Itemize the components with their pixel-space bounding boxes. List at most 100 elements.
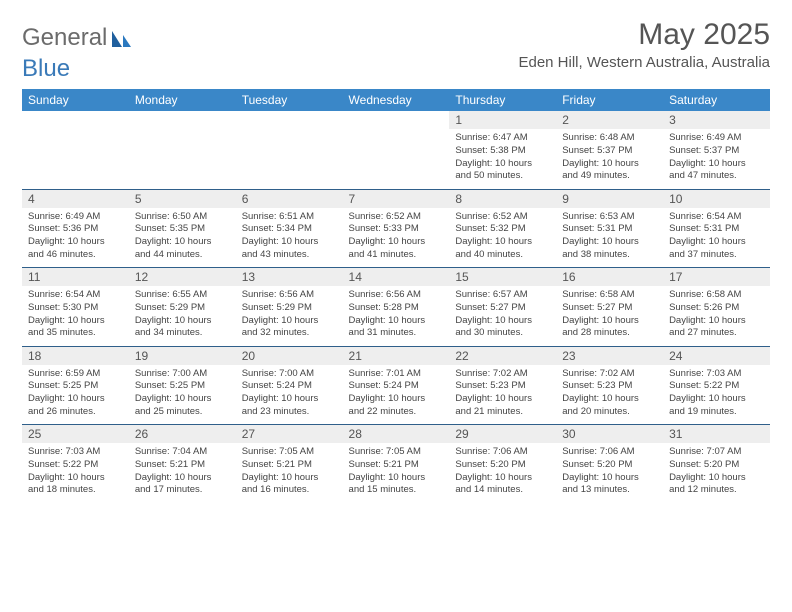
day-cell: Sunrise: 7:03 AMSunset: 5:22 PMDaylight:… bbox=[22, 443, 129, 503]
calendar-page: General May 2025 Eden Hill, Western Aust… bbox=[0, 0, 792, 513]
day-cell: Sunrise: 7:07 AMSunset: 5:20 PMDaylight:… bbox=[663, 443, 770, 503]
sunset-line: Sunset: 5:25 PM bbox=[28, 380, 123, 393]
day-number: 3 bbox=[663, 111, 770, 129]
sunset-line: Sunset: 5:29 PM bbox=[242, 302, 337, 315]
sunrise-line: Sunrise: 7:04 AM bbox=[135, 446, 230, 459]
day-cell: Sunrise: 6:58 AMSunset: 5:26 PMDaylight:… bbox=[663, 286, 770, 346]
day-number: 13 bbox=[236, 268, 343, 287]
sunset-line: Sunset: 5:27 PM bbox=[562, 302, 657, 315]
sunrise-line: Sunrise: 6:58 AM bbox=[562, 289, 657, 302]
day-cell: Sunrise: 7:06 AMSunset: 5:20 PMDaylight:… bbox=[449, 443, 556, 503]
day-number: 1 bbox=[449, 111, 556, 129]
day-cell: Sunrise: 6:49 AMSunset: 5:36 PMDaylight:… bbox=[22, 208, 129, 268]
day-number: 10 bbox=[663, 189, 770, 208]
day-header: Friday bbox=[556, 89, 663, 111]
daylight-line1: Daylight: 10 hours bbox=[135, 236, 230, 249]
sunset-line: Sunset: 5:31 PM bbox=[669, 223, 764, 236]
sunrise-line: Sunrise: 7:03 AM bbox=[28, 446, 123, 459]
sunset-line: Sunset: 5:26 PM bbox=[669, 302, 764, 315]
day-number: 20 bbox=[236, 346, 343, 365]
sunrise-line: Sunrise: 7:06 AM bbox=[562, 446, 657, 459]
day-number: 23 bbox=[556, 346, 663, 365]
daylight-line1: Daylight: 10 hours bbox=[349, 472, 444, 485]
daylight-line2: and 41 minutes. bbox=[349, 249, 444, 262]
daylight-line2: and 17 minutes. bbox=[135, 484, 230, 497]
day-header: Sunday bbox=[22, 89, 129, 111]
content-row: Sunrise: 6:47 AMSunset: 5:38 PMDaylight:… bbox=[22, 129, 770, 189]
daylight-line2: and 30 minutes. bbox=[455, 327, 550, 340]
daylight-line1: Daylight: 10 hours bbox=[455, 393, 550, 406]
daylight-line1: Daylight: 10 hours bbox=[562, 393, 657, 406]
daylight-line2: and 50 minutes. bbox=[455, 170, 550, 183]
sunset-line: Sunset: 5:21 PM bbox=[135, 459, 230, 472]
sunrise-line: Sunrise: 6:57 AM bbox=[455, 289, 550, 302]
daynum-row: 11121314151617 bbox=[22, 268, 770, 287]
daylight-line1: Daylight: 10 hours bbox=[242, 472, 337, 485]
daylight-line2: and 49 minutes. bbox=[562, 170, 657, 183]
sunrise-line: Sunrise: 7:00 AM bbox=[242, 368, 337, 381]
day-number: 18 bbox=[22, 346, 129, 365]
daylight-line1: Daylight: 10 hours bbox=[562, 236, 657, 249]
day-cell: Sunrise: 7:05 AMSunset: 5:21 PMDaylight:… bbox=[343, 443, 450, 503]
day-number bbox=[236, 111, 343, 129]
day-cell: Sunrise: 6:56 AMSunset: 5:28 PMDaylight:… bbox=[343, 286, 450, 346]
sunset-line: Sunset: 5:38 PM bbox=[455, 145, 550, 158]
day-cell: Sunrise: 6:55 AMSunset: 5:29 PMDaylight:… bbox=[129, 286, 236, 346]
daylight-line2: and 34 minutes. bbox=[135, 327, 230, 340]
title-block: May 2025 Eden Hill, Western Australia, A… bbox=[518, 18, 770, 71]
sunset-line: Sunset: 5:32 PM bbox=[455, 223, 550, 236]
sunset-line: Sunset: 5:21 PM bbox=[242, 459, 337, 472]
day-number: 5 bbox=[129, 189, 236, 208]
daylight-line1: Daylight: 10 hours bbox=[455, 236, 550, 249]
sunset-line: Sunset: 5:22 PM bbox=[669, 380, 764, 393]
sunrise-line: Sunrise: 7:02 AM bbox=[455, 368, 550, 381]
sunset-line: Sunset: 5:30 PM bbox=[28, 302, 123, 315]
daylight-line2: and 12 minutes. bbox=[669, 484, 764, 497]
day-cell: Sunrise: 6:57 AMSunset: 5:27 PMDaylight:… bbox=[449, 286, 556, 346]
day-number: 6 bbox=[236, 189, 343, 208]
day-cell: Sunrise: 6:47 AMSunset: 5:38 PMDaylight:… bbox=[449, 129, 556, 189]
daylight-line1: Daylight: 10 hours bbox=[669, 158, 764, 171]
daylight-line2: and 46 minutes. bbox=[28, 249, 123, 262]
daynum-row: 45678910 bbox=[22, 189, 770, 208]
daylight-line1: Daylight: 10 hours bbox=[28, 236, 123, 249]
daylight-line2: and 16 minutes. bbox=[242, 484, 337, 497]
daylight-line1: Daylight: 10 hours bbox=[349, 236, 444, 249]
day-cell: Sunrise: 6:54 AMSunset: 5:31 PMDaylight:… bbox=[663, 208, 770, 268]
sunrise-line: Sunrise: 6:47 AM bbox=[455, 132, 550, 145]
day-cell: Sunrise: 7:02 AMSunset: 5:23 PMDaylight:… bbox=[556, 365, 663, 425]
day-header: Thursday bbox=[449, 89, 556, 111]
daylight-line2: and 22 minutes. bbox=[349, 406, 444, 419]
daylight-line1: Daylight: 10 hours bbox=[242, 393, 337, 406]
daylight-line1: Daylight: 10 hours bbox=[562, 472, 657, 485]
daylight-line2: and 37 minutes. bbox=[669, 249, 764, 262]
daylight-line1: Daylight: 10 hours bbox=[455, 158, 550, 171]
day-number: 11 bbox=[22, 268, 129, 287]
sunrise-line: Sunrise: 6:56 AM bbox=[349, 289, 444, 302]
sunrise-line: Sunrise: 7:00 AM bbox=[135, 368, 230, 381]
day-number: 19 bbox=[129, 346, 236, 365]
daylight-line2: and 35 minutes. bbox=[28, 327, 123, 340]
daylight-line1: Daylight: 10 hours bbox=[669, 236, 764, 249]
sunset-line: Sunset: 5:24 PM bbox=[242, 380, 337, 393]
daylight-line2: and 14 minutes. bbox=[455, 484, 550, 497]
sunrise-line: Sunrise: 6:55 AM bbox=[135, 289, 230, 302]
sunset-line: Sunset: 5:23 PM bbox=[455, 380, 550, 393]
day-header-row: Sunday Monday Tuesday Wednesday Thursday… bbox=[22, 89, 770, 111]
daylight-line1: Daylight: 10 hours bbox=[28, 472, 123, 485]
daylight-line2: and 25 minutes. bbox=[135, 406, 230, 419]
daylight-line1: Daylight: 10 hours bbox=[135, 393, 230, 406]
sunset-line: Sunset: 5:28 PM bbox=[349, 302, 444, 315]
daylight-line2: and 23 minutes. bbox=[242, 406, 337, 419]
daynum-row: 123 bbox=[22, 111, 770, 129]
daylight-line1: Daylight: 10 hours bbox=[242, 315, 337, 328]
sunrise-line: Sunrise: 6:48 AM bbox=[562, 132, 657, 145]
calendar-body: 123Sunrise: 6:47 AMSunset: 5:38 PMDaylig… bbox=[22, 111, 770, 503]
daylight-line2: and 31 minutes. bbox=[349, 327, 444, 340]
day-cell: Sunrise: 7:03 AMSunset: 5:22 PMDaylight:… bbox=[663, 365, 770, 425]
content-row: Sunrise: 6:49 AMSunset: 5:36 PMDaylight:… bbox=[22, 208, 770, 268]
sunset-line: Sunset: 5:37 PM bbox=[562, 145, 657, 158]
daylight-line2: and 40 minutes. bbox=[455, 249, 550, 262]
daylight-line1: Daylight: 10 hours bbox=[562, 315, 657, 328]
day-cell bbox=[129, 129, 236, 189]
